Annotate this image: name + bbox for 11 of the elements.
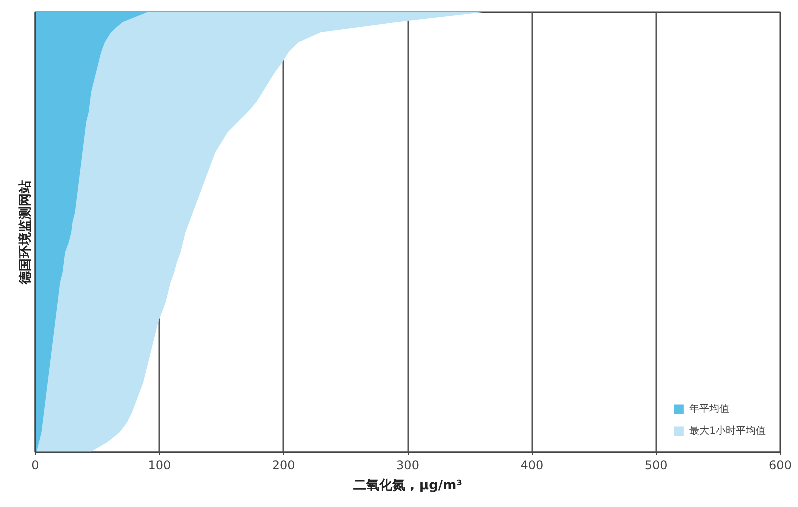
x-tick-label: 0 [32,458,40,472]
x-tick-label: 100 [148,458,172,472]
x-tick-label: 400 [520,458,544,472]
y-axis-title: 德国环境监测网站 [18,180,34,286]
legend-label: 最大1小时平均值 [690,424,766,438]
x-tick-label: 300 [396,458,420,472]
legend-label: 年平均值 [690,403,730,416]
x-tick-label: 200 [272,458,296,472]
x-tick-label: 600 [769,458,792,472]
x-axis-title: 二氧化氮 , μg/m³ [354,478,462,494]
x-tick-label: 500 [644,458,668,472]
